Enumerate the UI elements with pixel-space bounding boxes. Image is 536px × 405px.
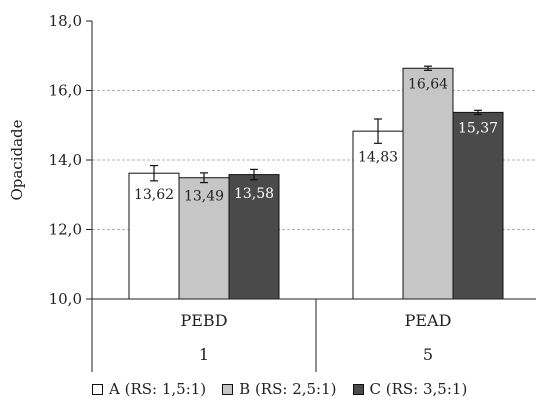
- y-tick-label: 14,0: [49, 151, 82, 169]
- bar: [228, 174, 280, 300]
- data-label: 15,37: [458, 120, 498, 136]
- category-sublabel: 5: [423, 345, 433, 364]
- data-label: 16,64: [408, 76, 448, 92]
- bar: [452, 111, 504, 300]
- y-tick-label: 16,0: [49, 82, 82, 100]
- bar: [128, 172, 180, 300]
- bars: 13,62 13,49 13,58 14,83 16,64 15,37: [128, 65, 504, 300]
- y-axis-label: Opacidade: [8, 119, 26, 200]
- category-label: PEBD: [180, 311, 227, 330]
- y-ticks: 10,0 12,0 14,0 16,0 18,0: [49, 12, 92, 308]
- legend-item-b: B (RS: 2,5:1): [222, 380, 337, 398]
- y-tick-label: 12,0: [49, 221, 82, 239]
- axes: [91, 21, 536, 372]
- legend-item-a: A (RS: 1,5:1): [92, 380, 206, 398]
- data-label: 13,58: [234, 186, 274, 202]
- legend-label-b: B (RS: 2,5:1): [239, 380, 337, 398]
- legend-item-c: C (RS: 3,5:1): [352, 380, 468, 398]
- legend-swatch-c: [352, 383, 364, 395]
- legend: A (RS: 1,5:1) B (RS: 2,5:1) C (RS: 3,5:1…: [92, 376, 532, 402]
- y-tick-label: 18,0: [49, 12, 82, 30]
- legend-swatch-b: [222, 383, 234, 395]
- category-label: PEAD: [405, 311, 452, 330]
- y-tick-label: 10,0: [49, 290, 82, 308]
- legend-swatch-a: [92, 383, 103, 395]
- bar: [352, 130, 404, 300]
- bar: [402, 67, 454, 300]
- data-label: 13,62: [134, 187, 174, 203]
- data-label: 13,49: [184, 189, 224, 205]
- legend-label-a: A (RS: 1,5:1): [109, 380, 207, 398]
- category-sublabel: 1: [199, 345, 209, 364]
- x-categories: PEBD 1 PEAD 5: [180, 311, 451, 364]
- legend-label-c: C (RS: 3,5:1): [369, 380, 468, 398]
- data-label: 14,83: [358, 149, 398, 165]
